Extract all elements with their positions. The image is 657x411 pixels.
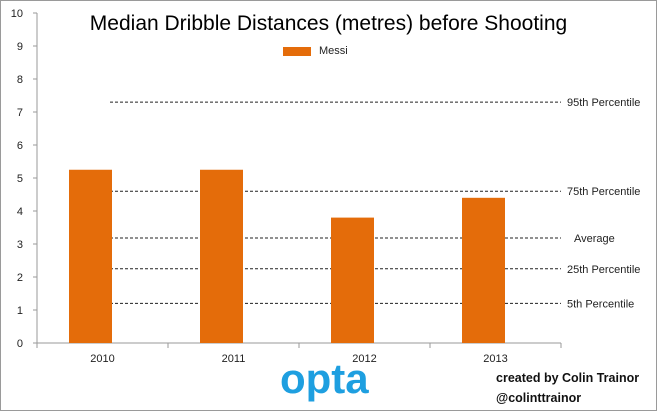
reference-line-label: 5th Percentile bbox=[567, 298, 634, 310]
reference-line-label: 75th Percentile bbox=[567, 186, 640, 198]
y-tick-label: 7 bbox=[17, 107, 23, 119]
opta-logo: opta bbox=[280, 355, 369, 402]
y-tick-label: 5 bbox=[17, 173, 23, 185]
y-tick-label: 3 bbox=[17, 239, 23, 251]
reference-line-label: 25th Percentile bbox=[567, 264, 640, 276]
bar-2012 bbox=[331, 217, 374, 343]
legend-swatch-messi bbox=[283, 46, 311, 56]
bar-2011 bbox=[200, 169, 243, 343]
x-tick-label: 2012 bbox=[352, 353, 376, 365]
reference-line-label: 95th Percentile bbox=[567, 97, 640, 109]
y-tick-label: 0 bbox=[17, 338, 23, 350]
reference-line-label: Average bbox=[574, 233, 615, 245]
y-tick-label: 9 bbox=[17, 41, 23, 53]
bar-series-messi bbox=[69, 169, 505, 343]
legend-label-messi: Messi bbox=[319, 45, 348, 57]
y-tick-label: 2 bbox=[17, 272, 23, 284]
x-tick-label: 2011 bbox=[222, 353, 246, 365]
credit-line-author: created by Colin Trainor bbox=[496, 371, 640, 385]
chart-title: Median Dribble Distances (metres) before… bbox=[89, 12, 568, 35]
credit-text: created by Colin Trainor @colinttrainor bbox=[496, 368, 639, 408]
y-tick-label: 6 bbox=[17, 140, 23, 152]
legend: Messi bbox=[283, 44, 348, 58]
y-tick-label: 1 bbox=[17, 305, 23, 317]
bar-2010 bbox=[69, 169, 112, 343]
y-tick-label: 4 bbox=[17, 206, 23, 218]
y-tick-label: 8 bbox=[17, 74, 23, 86]
y-tick-label: 10 bbox=[11, 8, 23, 20]
x-tick-label: 2010 bbox=[90, 353, 114, 365]
credit-line-handle: @colinttrainor bbox=[496, 391, 582, 405]
axis-labels: 0 1 2 3 4 5 6 7 8 9 10 2010 2011 2012 2013 95th Percent… bbox=[11, 8, 641, 365]
bar-2013 bbox=[462, 197, 505, 343]
x-tick-label: 2013 bbox=[483, 353, 507, 365]
